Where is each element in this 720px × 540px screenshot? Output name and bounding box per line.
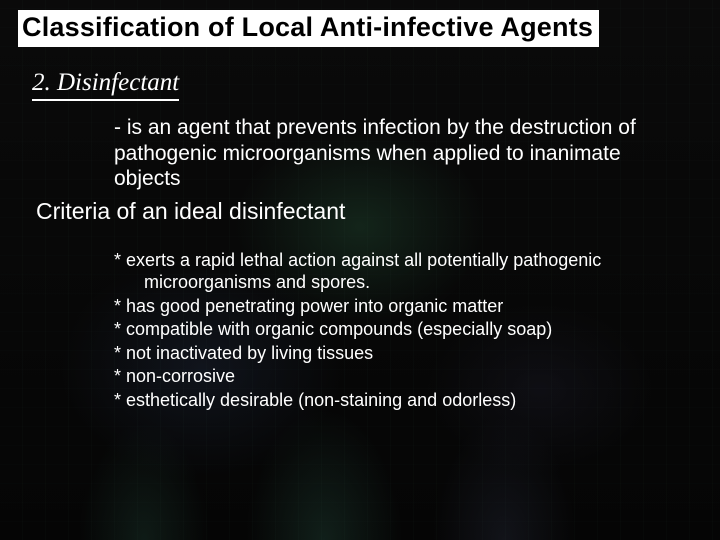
slide-container: Classification of Local Anti-infective A… (0, 0, 720, 540)
list-item-text: * has good penetrating power into organi… (114, 296, 503, 316)
slide-title: Classification of Local Anti-infective A… (18, 10, 702, 69)
list-item: * has good penetrating power into organi… (114, 295, 682, 318)
section-subtitle: 2. Disinfectant (18, 69, 702, 115)
list-item: * not inactivated by living tissues (114, 342, 682, 365)
list-item-text: * exerts a rapid lethal action against a… (114, 250, 601, 270)
list-item-cont: microorganisms and spores. (128, 271, 682, 294)
list-item-text: * non-corrosive (114, 366, 235, 386)
criteria-list: * exerts a rapid lethal action against a… (114, 249, 682, 412)
list-item-text: * not inactivated by living tissues (114, 343, 373, 363)
list-item: * esthetically desirable (non-staining a… (114, 389, 682, 412)
list-item-text: * compatible with organic compounds (esp… (114, 319, 552, 339)
criteria-heading: Criteria of an ideal disinfectant (36, 198, 702, 225)
definition-text: - is an agent that prevents infection by… (114, 115, 672, 192)
section-subtitle-text: 2. Disinfectant (32, 69, 179, 101)
list-item-text: * esthetically desirable (non-staining a… (114, 390, 516, 410)
slide-title-text: Classification of Local Anti-infective A… (18, 10, 599, 47)
list-item: * exerts a rapid lethal action against a… (114, 249, 682, 294)
list-item: * non-corrosive (114, 365, 682, 388)
list-item: * compatible with organic compounds (esp… (114, 318, 682, 341)
